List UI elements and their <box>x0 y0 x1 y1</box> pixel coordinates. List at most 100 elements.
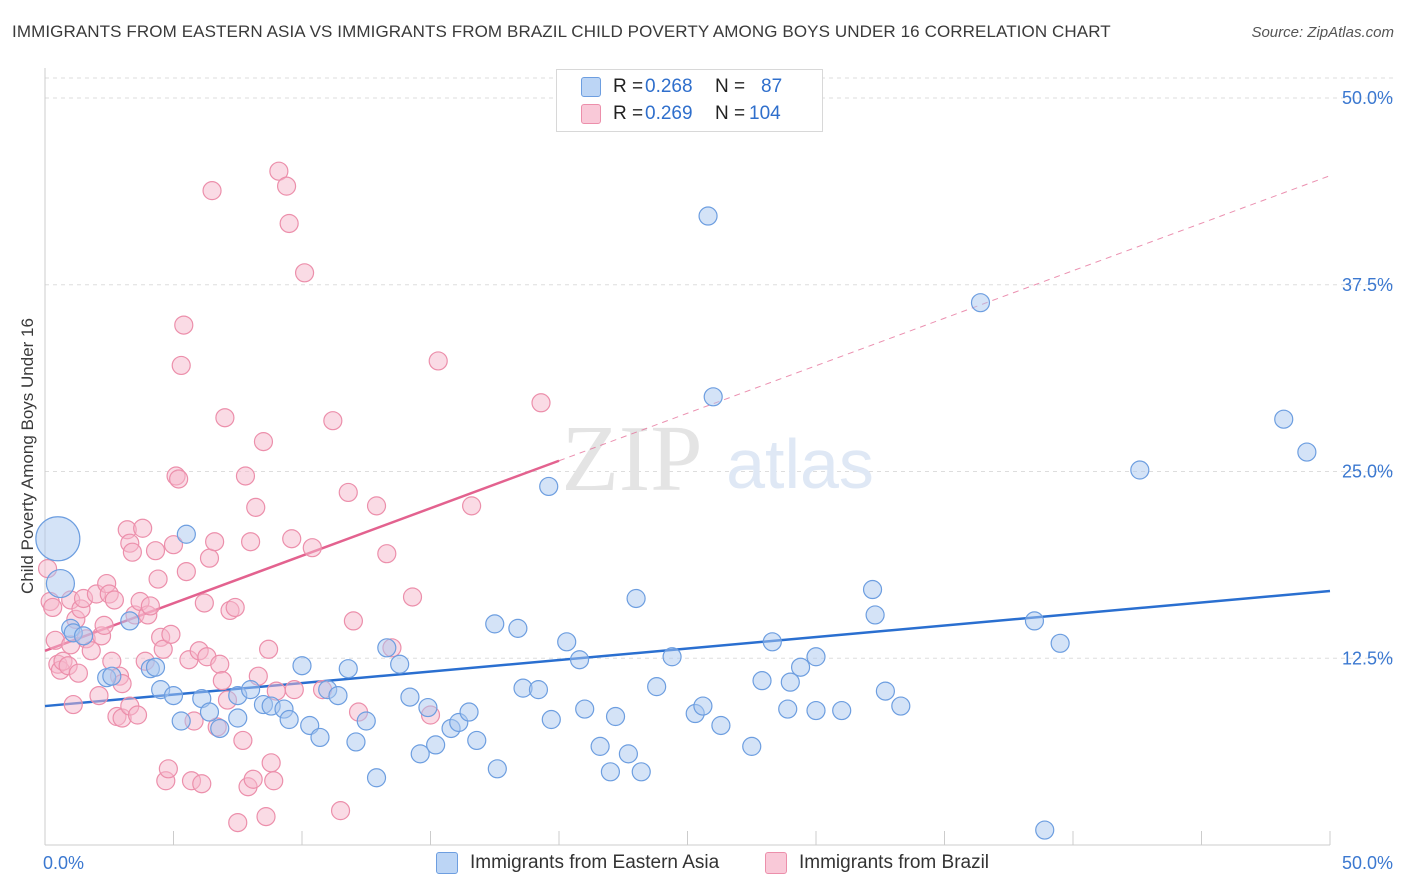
point-brazil <box>284 680 304 700</box>
point-brazil <box>163 535 184 555</box>
point-eastern-asia <box>528 680 549 700</box>
legend-item-eastern-asia: Immigrants from Eastern Asia <box>436 852 719 874</box>
point-eastern-asia <box>575 699 595 719</box>
point-brazil <box>366 496 387 516</box>
y-tick-label: 25.0% <box>1342 462 1393 482</box>
point-brazil <box>148 569 168 589</box>
point-eastern-asia <box>647 677 667 697</box>
point-eastern-asia <box>400 687 420 707</box>
point-brazil <box>294 263 315 283</box>
point-brazil <box>258 639 279 659</box>
point-eastern-asia <box>891 696 911 716</box>
point-eastern-asia <box>698 206 718 226</box>
point-brazil <box>43 597 63 618</box>
point-eastern-asia <box>1130 460 1150 480</box>
point-eastern-asia <box>120 611 140 631</box>
chart-title: IMMIGRANTS FROM EASTERN ASIA VS IMMIGRAN… <box>12 22 1111 41</box>
legend-label-eastern-asia: Immigrants from Eastern Asia <box>470 852 720 873</box>
point-brazil <box>174 315 194 335</box>
point-brazil <box>462 496 482 516</box>
legend-n-value: 104 <box>749 103 781 124</box>
point-eastern-asia <box>467 730 487 751</box>
point-eastern-asia <box>487 759 507 779</box>
point-eastern-asia <box>410 744 430 764</box>
point-eastern-asia <box>806 700 826 721</box>
point-brazil <box>68 663 89 683</box>
point-brazil <box>377 544 397 564</box>
point-eastern-asia <box>742 736 762 756</box>
point-brazil <box>202 181 222 201</box>
point-eastern-asia <box>1035 820 1055 840</box>
point-brazil <box>279 213 299 234</box>
point-eastern-asia <box>693 696 713 716</box>
point-brazil <box>215 408 235 428</box>
point-eastern-asia <box>199 702 220 722</box>
point-eastern-asia <box>171 711 191 731</box>
point-eastern-asia <box>35 516 81 562</box>
point-eastern-asia <box>762 632 782 652</box>
legend-n-label: N = <box>715 103 746 124</box>
point-eastern-asia <box>176 524 196 544</box>
legend-r-value: 0.268 <box>645 76 693 97</box>
point-eastern-asia <box>631 762 651 782</box>
point-eastern-asia <box>557 632 577 652</box>
eastern-asia-points <box>35 206 1317 840</box>
point-eastern-asia <box>328 685 348 706</box>
point-eastern-asia <box>875 681 895 701</box>
point-brazil <box>225 597 245 618</box>
point-eastern-asia <box>1024 611 1045 631</box>
point-brazil <box>199 548 220 568</box>
point-brazil <box>210 654 230 674</box>
point-brazil <box>282 529 302 549</box>
point-brazil <box>228 812 248 833</box>
point-brazil <box>192 774 212 794</box>
point-eastern-asia <box>145 657 166 677</box>
point-brazil <box>323 411 343 431</box>
point-eastern-asia <box>459 702 479 722</box>
point-eastern-asia <box>485 614 505 634</box>
point-brazil <box>171 355 191 376</box>
legend-r-label: R = <box>613 103 644 124</box>
point-eastern-asia <box>418 697 438 718</box>
trendline-extension <box>558 175 1331 462</box>
y-tick-label: 50.0% <box>1342 88 1393 108</box>
point-eastern-asia <box>163 685 184 706</box>
legend-swatch-pink <box>581 104 601 124</box>
point-brazil <box>261 753 281 773</box>
point-eastern-asia <box>790 657 811 677</box>
legend-row-eastern-asia: R = 0.268 N = 87 <box>581 76 782 98</box>
legend-row-brazil: R = 0.269 N = 104 <box>581 103 781 125</box>
point-brazil <box>269 161 289 181</box>
point-eastern-asia <box>292 656 312 676</box>
point-eastern-asia <box>662 647 682 667</box>
point-brazil <box>153 639 173 659</box>
point-brazil <box>145 541 166 561</box>
point-eastern-asia <box>390 654 410 674</box>
point-brazil <box>122 542 142 562</box>
point-eastern-asia <box>541 709 561 730</box>
point-brazil <box>241 532 261 552</box>
point-brazil <box>133 518 153 538</box>
point-eastern-asia <box>626 588 646 609</box>
point-eastern-asia <box>862 579 883 600</box>
point-brazil <box>343 611 363 631</box>
point-brazil <box>428 351 448 371</box>
point-eastern-asia <box>1297 442 1317 462</box>
brazil-points <box>37 161 551 833</box>
watermark-atlas: atlas <box>726 425 874 503</box>
point-brazil <box>94 615 114 635</box>
point-eastern-asia <box>1274 409 1294 429</box>
point-brazil <box>302 538 322 558</box>
point-eastern-asia <box>356 711 376 731</box>
point-eastern-asia <box>228 708 248 728</box>
point-eastern-asia <box>569 650 590 670</box>
point-brazil <box>127 705 148 725</box>
point-eastern-asia <box>703 387 723 407</box>
y-tick-label: 12.5% <box>1342 648 1393 668</box>
y-tick-label: 37.5% <box>1342 275 1393 295</box>
y-axis-label: Child Poverty Among Boys Under 16 <box>18 318 37 594</box>
point-eastern-asia <box>279 709 299 730</box>
point-brazil <box>338 482 358 503</box>
point-brazil <box>176 561 196 582</box>
